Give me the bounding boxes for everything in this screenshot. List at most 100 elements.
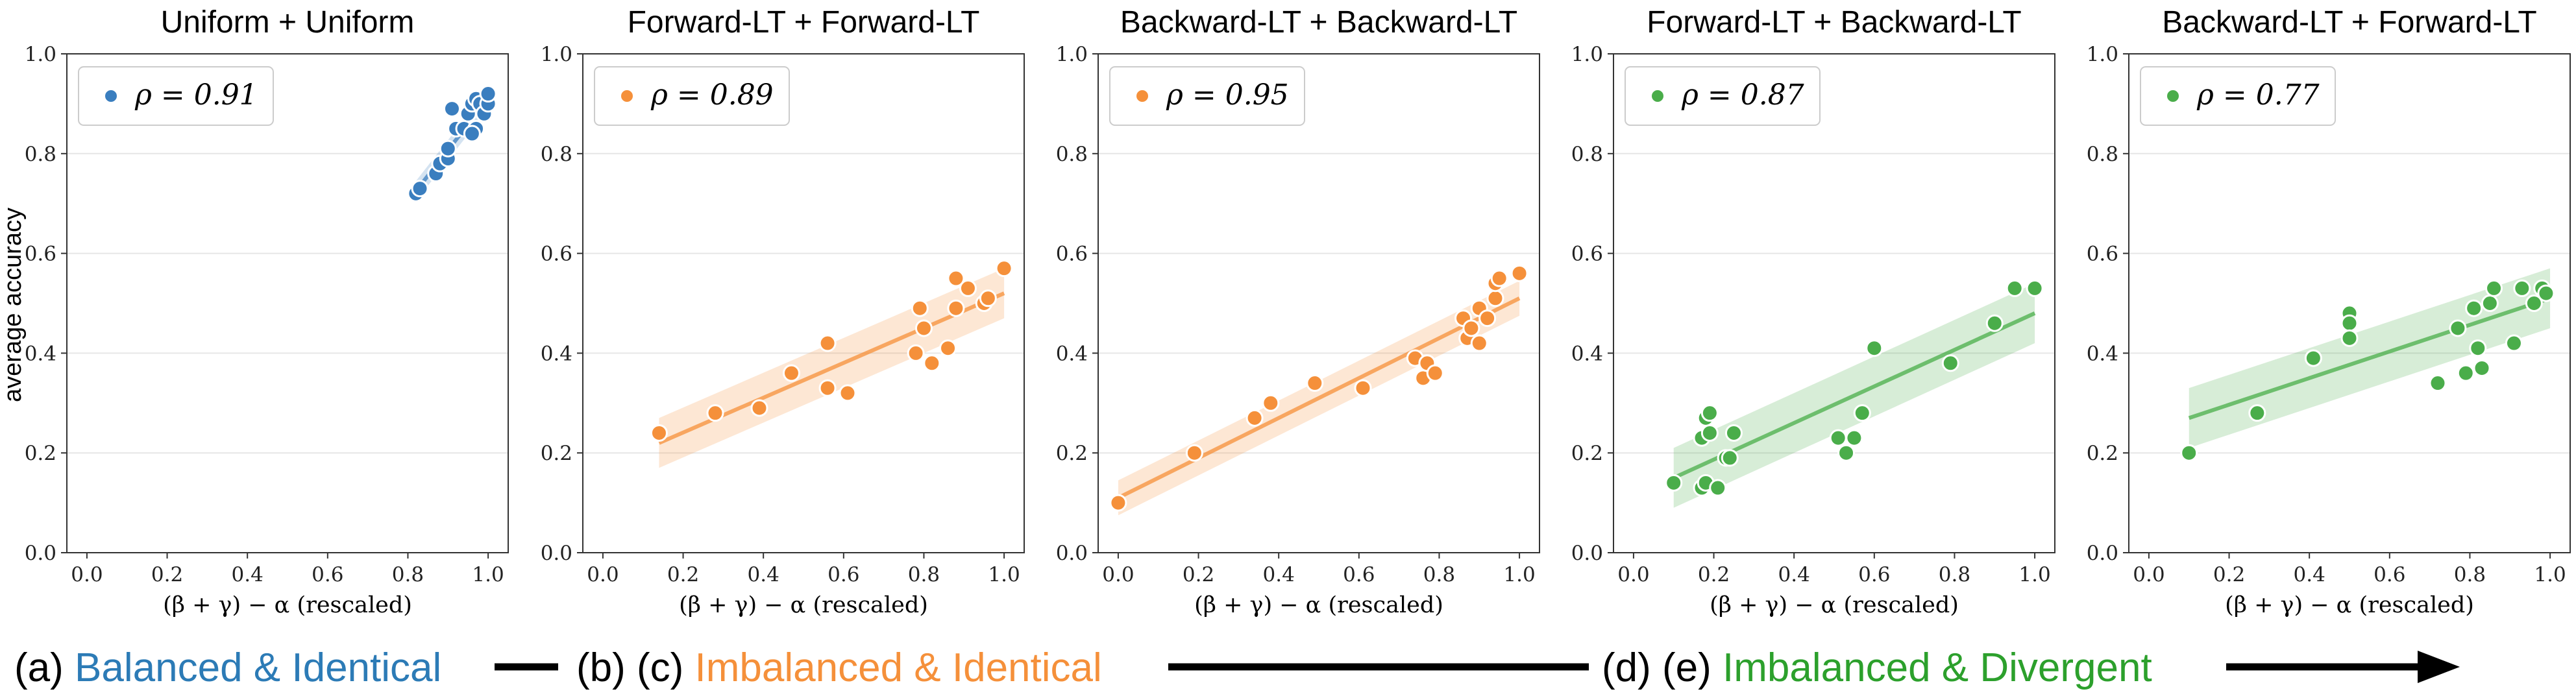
legend-marker: [104, 89, 118, 103]
data-point: [1478, 309, 1497, 328]
data-point: [2180, 444, 2198, 462]
y-tick-label: 1.0: [1571, 43, 1603, 66]
caption-bc-text: Imbalanced & Identical: [694, 645, 1102, 690]
x-tick-label: 0.2: [2213, 563, 2245, 586]
legend-label: ρ = 0.95: [1166, 78, 1289, 112]
y-tick-label: 0.0: [1056, 542, 1088, 565]
plot-frame: [1613, 53, 2055, 553]
data-point: [1853, 404, 1871, 422]
data-point: [2304, 349, 2322, 367]
data-point: [1829, 429, 1847, 447]
caption-bc-prefix: (b) (c): [576, 645, 684, 690]
y-tick-label: 0.2: [1571, 442, 1603, 465]
y-tick-label: 1.0: [25, 43, 56, 66]
data-point: [1865, 339, 1883, 357]
y-axis-label: average accuracy: [0, 208, 27, 402]
data-point: [1486, 289, 1504, 307]
x-tick-label: 0.8: [908, 563, 940, 586]
x-tick-label: 0.2: [1698, 563, 1730, 586]
data-point: [2481, 295, 2499, 312]
y-tick-label: 0.0: [541, 542, 572, 565]
data-point: [1470, 334, 1488, 352]
data-point: [463, 125, 481, 143]
x-tick-label: 1.0: [2534, 563, 2566, 586]
x-tick-label: 1.0: [988, 563, 1020, 586]
x-axis-label: (β + γ) − α (rescaled): [679, 592, 928, 618]
x-tick-label: 0.4: [2294, 563, 2325, 586]
legend: ρ = 0.95: [1109, 66, 1305, 126]
data-point: [911, 299, 929, 317]
data-point: [2505, 334, 2523, 352]
data-point: [2485, 279, 2503, 297]
y-tick-label: 0.8: [1571, 143, 1603, 166]
data-point: [1185, 444, 1203, 462]
data-point: [2457, 364, 2475, 382]
y-tick-label: 0.6: [25, 243, 56, 266]
data-point: [2473, 359, 2491, 377]
y-tick-label: 0.2: [1056, 442, 1088, 465]
chart-panel-4: 0.0 0.2 0.4 0.6 0.8 1.0 0.0 0.2 0.4 0.6 0.8 1.0 (β +…: [1571, 5, 2055, 618]
x-tick-label: 0.0: [71, 563, 103, 586]
data-point: [947, 269, 965, 287]
data-point: [479, 85, 497, 103]
data-point: [1109, 494, 1127, 512]
legend-marker: [620, 89, 634, 103]
data-point: [959, 279, 977, 297]
data-point: [1700, 404, 1719, 422]
y-tick-label: 0.8: [25, 143, 56, 166]
chart-title: Forward-LT + Forward-LT: [628, 5, 980, 40]
data-point: [2340, 314, 2359, 332]
plot-frame: [582, 53, 1025, 553]
panels: 0.0 0.2 0.4 0.6 0.8 1.0 0.0 0.2 0.4 0.6 0.8 1.0 (β +…: [25, 5, 2571, 618]
data-point: [2537, 284, 2555, 302]
x-axis-label: (β + γ) − α (rescaled): [1710, 592, 1959, 618]
x-tick-label: 0.6: [1343, 563, 1375, 586]
data-point: [2449, 319, 2467, 337]
legend-marker: [2166, 89, 2180, 103]
plot-frame: [66, 53, 509, 553]
y-tick-label: 1.0: [2087, 43, 2118, 66]
data-point: [995, 259, 1013, 278]
data-point: [1837, 444, 1856, 462]
data-point: [443, 100, 461, 118]
data-point: [411, 180, 429, 198]
legend: ρ = 0.77: [2140, 66, 2336, 126]
data-point: [1262, 394, 1280, 412]
data-point: [2026, 279, 2044, 297]
y-tick-label: 0.4: [1571, 342, 1603, 365]
chart-title: Forward-LT + Backward-LT: [1647, 5, 2022, 40]
data-point: [439, 139, 457, 158]
data-point: [1845, 429, 1863, 447]
caption-a-text: Balanced & Identical: [75, 645, 442, 690]
y-tick-label: 0.8: [2087, 143, 2118, 166]
y-tick-label: 0.0: [1571, 542, 1603, 565]
data-point: [2513, 279, 2531, 297]
x-tick-label: 1.0: [2018, 563, 2050, 586]
y-tick-label: 0.2: [25, 442, 56, 465]
data-point: [1700, 424, 1719, 442]
x-tick-label: 0.4: [232, 563, 264, 586]
x-tick-label: 0.2: [1183, 563, 1214, 586]
legend-label: ρ = 0.77: [2196, 78, 2320, 112]
chart-title: Uniform + Uniform: [161, 5, 415, 40]
y-tick-label: 0.6: [541, 243, 572, 266]
plot-frame: [1098, 53, 1540, 553]
x-tick-label: 0.6: [828, 563, 859, 586]
y-tick-label: 1.0: [1056, 43, 1088, 66]
data-point: [1306, 374, 1324, 392]
data-point: [1724, 424, 1743, 442]
trend-line: [2188, 296, 2551, 420]
caption-a: (a) Balanced & Identical: [14, 642, 441, 694]
data-point: [750, 399, 768, 417]
data-point: [1490, 269, 1508, 287]
y-tick-label: 0.0: [2087, 542, 2118, 565]
y-tick-label: 0.4: [25, 342, 56, 365]
y-tick-label: 0.6: [1056, 243, 1088, 266]
legend-marker: [1650, 89, 1665, 103]
data-point: [979, 289, 997, 307]
x-axis-label: (β + γ) − α (rescaled): [1194, 592, 1443, 618]
caption-a-prefix: (a): [14, 645, 64, 690]
data-point: [2469, 339, 2487, 357]
caption-de-text: Imbalanced & Divergent: [1723, 645, 2152, 690]
